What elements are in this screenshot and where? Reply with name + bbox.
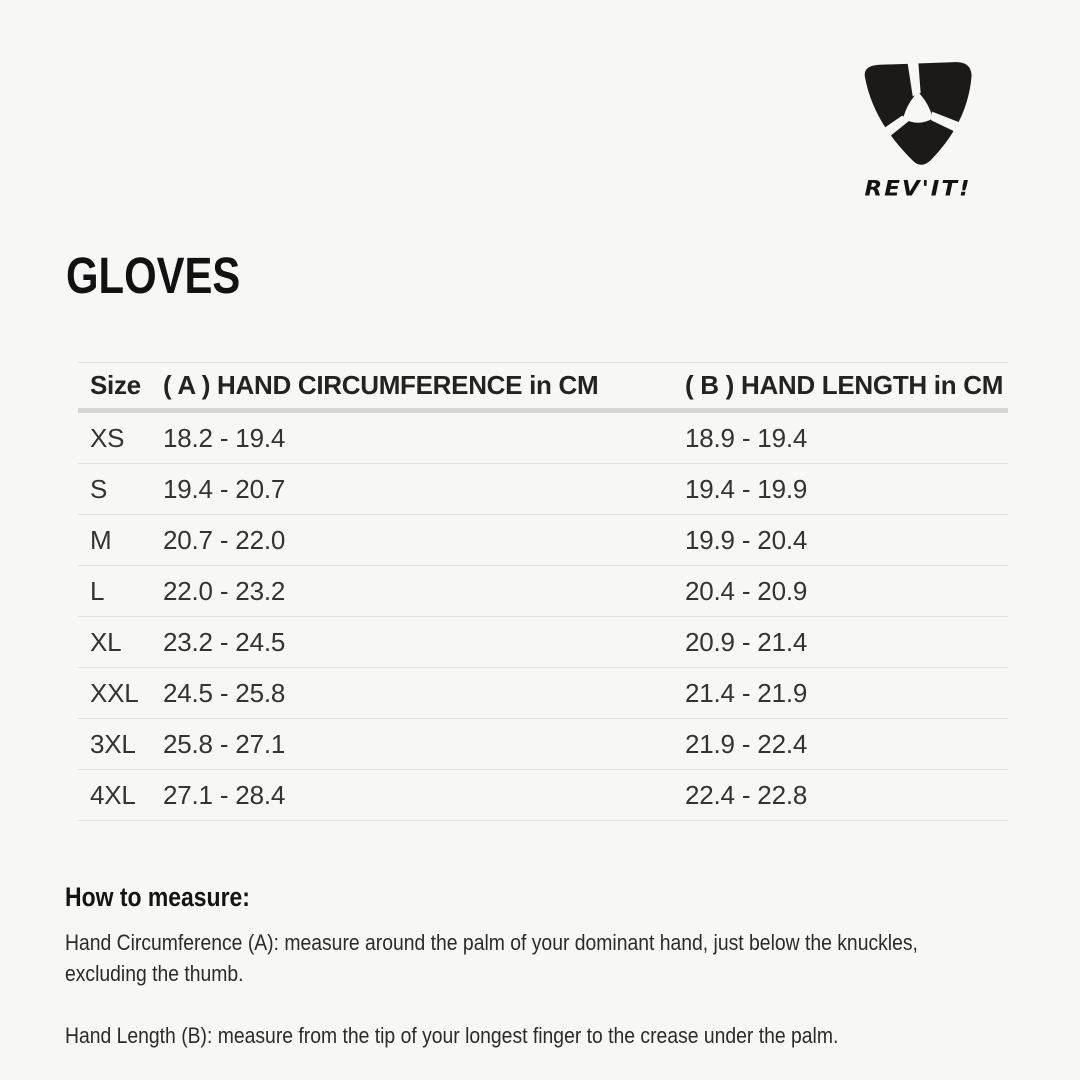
- table-row: XXL 24.5 - 25.8 21.4 - 21.9: [78, 668, 1008, 719]
- header-size: Size: [90, 370, 141, 400]
- table-row: 4XL 27.1 - 28.4 22.4 - 22.8: [78, 770, 1008, 821]
- size-cell: XL: [90, 626, 122, 657]
- length-cell: 19.9 - 20.4: [685, 524, 808, 555]
- circumference-cell: 25.8 - 27.1: [163, 728, 286, 759]
- table-row: M 20.7 - 22.0 19.9 - 20.4: [78, 515, 1008, 566]
- table-header-row: Size ( A ) HAND CIRCUMFERENCE in CM ( B …: [78, 363, 1008, 413]
- length-cell: 20.4 - 20.9: [685, 575, 808, 606]
- circumference-cell: 22.0 - 23.2: [163, 575, 286, 606]
- length-cell: 19.4 - 19.9: [685, 473, 808, 504]
- length-cell: 22.4 - 22.8: [685, 779, 808, 810]
- table-row: S 19.4 - 20.7 19.4 - 19.9: [78, 464, 1008, 515]
- how-to-measure-body: Hand Circumference (A): measure around t…: [65, 927, 918, 1051]
- table-row: L 22.0 - 23.2 20.4 - 20.9: [78, 566, 1008, 617]
- paragraph-spacer: [65, 989, 908, 1020]
- circumference-cell: 19.4 - 20.7: [163, 473, 286, 504]
- circumference-cell: 27.1 - 28.4: [163, 779, 286, 810]
- header-hand-circumference: ( A ) HAND CIRCUMFERENCE in CM: [163, 370, 599, 400]
- brand-wordmark: REV'IT!: [864, 177, 972, 201]
- circumference-cell: 18.2 - 19.4: [163, 422, 286, 453]
- size-cell: 3XL: [90, 728, 136, 759]
- length-cell: 18.9 - 19.4: [685, 422, 808, 453]
- size-cell: L: [90, 575, 105, 606]
- page-title: GLOVES: [66, 247, 241, 304]
- brand-logo: REV'IT!: [843, 54, 993, 202]
- circumference-cell: 24.5 - 25.8: [163, 677, 286, 708]
- length-cell: 21.4 - 21.9: [685, 677, 808, 708]
- size-cell: S: [90, 473, 108, 504]
- table-row: 3XL 25.8 - 27.1 21.9 - 22.4: [78, 719, 1008, 770]
- hand-circumference-instruction-line1: Hand Circumference (A): measure around t…: [65, 930, 918, 955]
- circumference-cell: 20.7 - 22.0: [163, 524, 286, 555]
- header-hand-length: ( B ) HAND LENGTH in CM: [685, 370, 1004, 400]
- table-row: XS 18.2 - 19.4 18.9 - 19.4: [78, 413, 1008, 464]
- length-cell: 21.9 - 22.4: [685, 728, 808, 759]
- size-table: Size ( A ) HAND CIRCUMFERENCE in CM ( B …: [78, 362, 1008, 821]
- length-cell: 20.9 - 21.4: [685, 626, 808, 657]
- hand-length-instruction: Hand Length (B): measure from the tip of…: [65, 1023, 839, 1048]
- size-cell: M: [90, 524, 112, 555]
- circumference-cell: 23.2 - 24.5: [163, 626, 286, 657]
- revit-shield-icon: [864, 57, 972, 165]
- table-row: XL 23.2 - 24.5 20.9 - 21.4: [78, 617, 1008, 668]
- size-cell: 4XL: [90, 779, 136, 810]
- hand-circumference-instruction-line2: excluding the thumb.: [65, 961, 244, 986]
- how-to-measure-section: How to measure: Hand Circumference (A): …: [65, 882, 1045, 1051]
- how-to-measure-heading: How to measure:: [65, 882, 250, 912]
- size-cell: XXL: [90, 677, 139, 708]
- size-cell: XS: [90, 422, 125, 453]
